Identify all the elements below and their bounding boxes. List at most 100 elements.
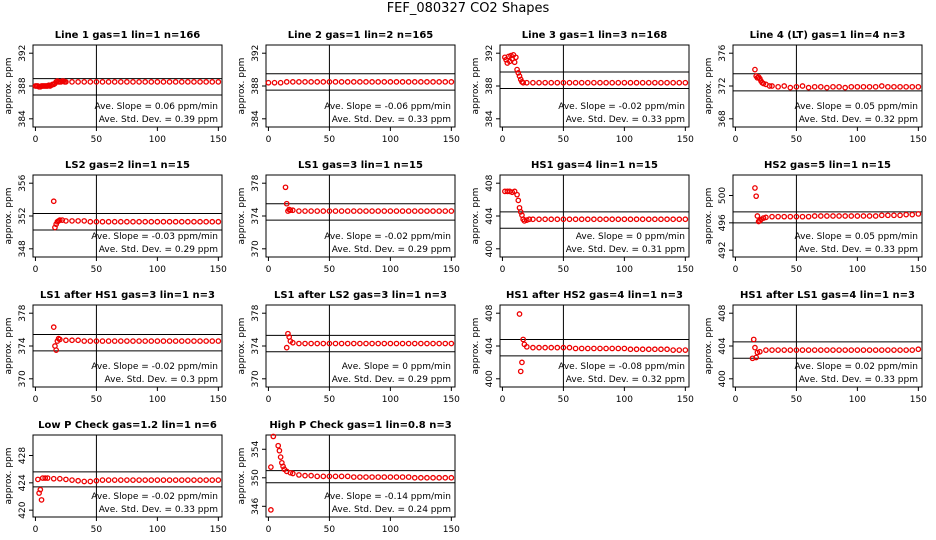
chart-title: HS1 after HS2 gas=4 lin=1 n=3 bbox=[506, 290, 683, 301]
data-point bbox=[769, 347, 775, 353]
data-point bbox=[191, 477, 197, 483]
data-point bbox=[866, 83, 873, 90]
data-point bbox=[542, 344, 548, 351]
data-point bbox=[332, 208, 339, 214]
data-point bbox=[338, 208, 345, 214]
data-point bbox=[275, 442, 282, 449]
x-tick-label: 50 bbox=[91, 135, 103, 145]
x-tick-label: 150 bbox=[210, 135, 227, 145]
data-point bbox=[584, 79, 591, 86]
x-tick-label: 100 bbox=[382, 135, 399, 145]
data-point bbox=[105, 477, 112, 483]
data-point bbox=[897, 83, 903, 90]
data-point bbox=[836, 83, 842, 90]
data-point bbox=[75, 337, 81, 344]
x-tick-label: 100 bbox=[616, 135, 633, 145]
data-point bbox=[87, 79, 94, 85]
data-point bbox=[160, 338, 167, 344]
data-point bbox=[763, 347, 769, 353]
y-tick-label: 346 bbox=[251, 497, 261, 514]
x-tick-label: 150 bbox=[443, 395, 460, 405]
data-point bbox=[166, 218, 173, 225]
data-point bbox=[799, 213, 806, 220]
x-tick-label: 150 bbox=[677, 265, 694, 275]
x-tick-label: 0 bbox=[33, 525, 39, 535]
data-point bbox=[326, 340, 333, 347]
chart-title: Line 2 gas=1 lin=2 n=165 bbox=[288, 30, 434, 41]
data-point bbox=[566, 344, 573, 351]
data-point bbox=[302, 340, 308, 347]
data-point bbox=[514, 191, 520, 198]
data-point bbox=[811, 83, 818, 90]
data-point bbox=[63, 337, 69, 344]
data-point bbox=[320, 208, 327, 214]
std-dev-annotation: Ave. Std. Dev. = 0.39 ppm bbox=[99, 115, 218, 125]
data-point bbox=[332, 79, 339, 85]
data-point bbox=[633, 216, 640, 223]
x-tick-label: 50 bbox=[791, 265, 803, 275]
data-point bbox=[381, 340, 388, 347]
data-point bbox=[645, 216, 652, 223]
data-point bbox=[530, 344, 536, 351]
data-point bbox=[848, 213, 855, 219]
y-tick-label: 384 bbox=[485, 110, 495, 127]
chart-title: HS1 after LS1 gas=4 lin=1 n=3 bbox=[740, 290, 915, 301]
data-point bbox=[375, 474, 382, 480]
data-point bbox=[399, 340, 406, 347]
y-tick-label: 374 bbox=[251, 207, 261, 224]
data-point bbox=[308, 472, 314, 479]
data-point bbox=[178, 218, 185, 225]
data-point bbox=[676, 216, 683, 223]
std-dev-annotation: Ave. Std. Dev. = 0.33 ppm bbox=[799, 245, 918, 255]
x-tick-label: 0 bbox=[500, 135, 506, 145]
y-tick-label: 376 bbox=[718, 44, 728, 61]
data-point bbox=[860, 347, 867, 353]
data-point bbox=[197, 477, 203, 483]
y-tick-label: 404 bbox=[485, 207, 495, 224]
data-point bbox=[799, 347, 806, 353]
y-tick-label: 408 bbox=[485, 304, 495, 321]
data-point bbox=[344, 208, 351, 214]
data-point bbox=[344, 79, 351, 85]
x-tick-label: 150 bbox=[677, 135, 694, 145]
y-tick-label: 368 bbox=[718, 110, 728, 127]
data-point bbox=[277, 79, 284, 86]
data-point bbox=[38, 497, 45, 503]
data-point bbox=[652, 79, 658, 86]
data-point bbox=[424, 208, 430, 214]
data-point bbox=[124, 79, 130, 85]
data-point bbox=[99, 79, 106, 85]
data-point bbox=[69, 477, 75, 483]
data-point bbox=[289, 470, 296, 477]
chart-panel-4: Line 4 (LT) gas=1 lin=4 n=3 0 50 100 150 368 3… bbox=[704, 30, 927, 145]
y-tick-label: 420 bbox=[18, 501, 28, 518]
data-point bbox=[203, 338, 209, 344]
data-point bbox=[817, 347, 824, 353]
chart-panel-3: Line 3 gas=1 lin=3 n=168 0 50 100 150 384 388 3… bbox=[471, 30, 694, 145]
data-point bbox=[160, 218, 167, 225]
data-point bbox=[658, 79, 664, 86]
data-point bbox=[37, 486, 44, 493]
data-point bbox=[793, 213, 800, 220]
data-point bbox=[436, 79, 442, 85]
data-point bbox=[215, 218, 222, 225]
chart-panel-5: LS2 gas=2 lin=1 n=15 0 50 100 150 348 352 356 ap… bbox=[4, 160, 227, 275]
x-tick-label: 100 bbox=[849, 135, 866, 145]
data-point bbox=[424, 340, 430, 347]
slope-annotation: Ave. Slope = 0.02 ppm/min bbox=[794, 362, 918, 372]
data-point bbox=[338, 79, 345, 85]
data-point bbox=[148, 477, 155, 483]
data-point bbox=[302, 208, 308, 214]
data-point bbox=[105, 79, 112, 85]
data-point bbox=[56, 336, 63, 343]
data-point bbox=[824, 347, 830, 353]
x-tick-label: 50 bbox=[791, 135, 803, 145]
data-point bbox=[658, 346, 664, 353]
data-point bbox=[405, 208, 412, 214]
data-point bbox=[81, 478, 88, 485]
slope-annotation: Ave. Slope = 0.06 ppm/min bbox=[94, 102, 218, 112]
data-point bbox=[842, 213, 849, 219]
data-point bbox=[172, 477, 179, 483]
data-point bbox=[357, 79, 363, 85]
